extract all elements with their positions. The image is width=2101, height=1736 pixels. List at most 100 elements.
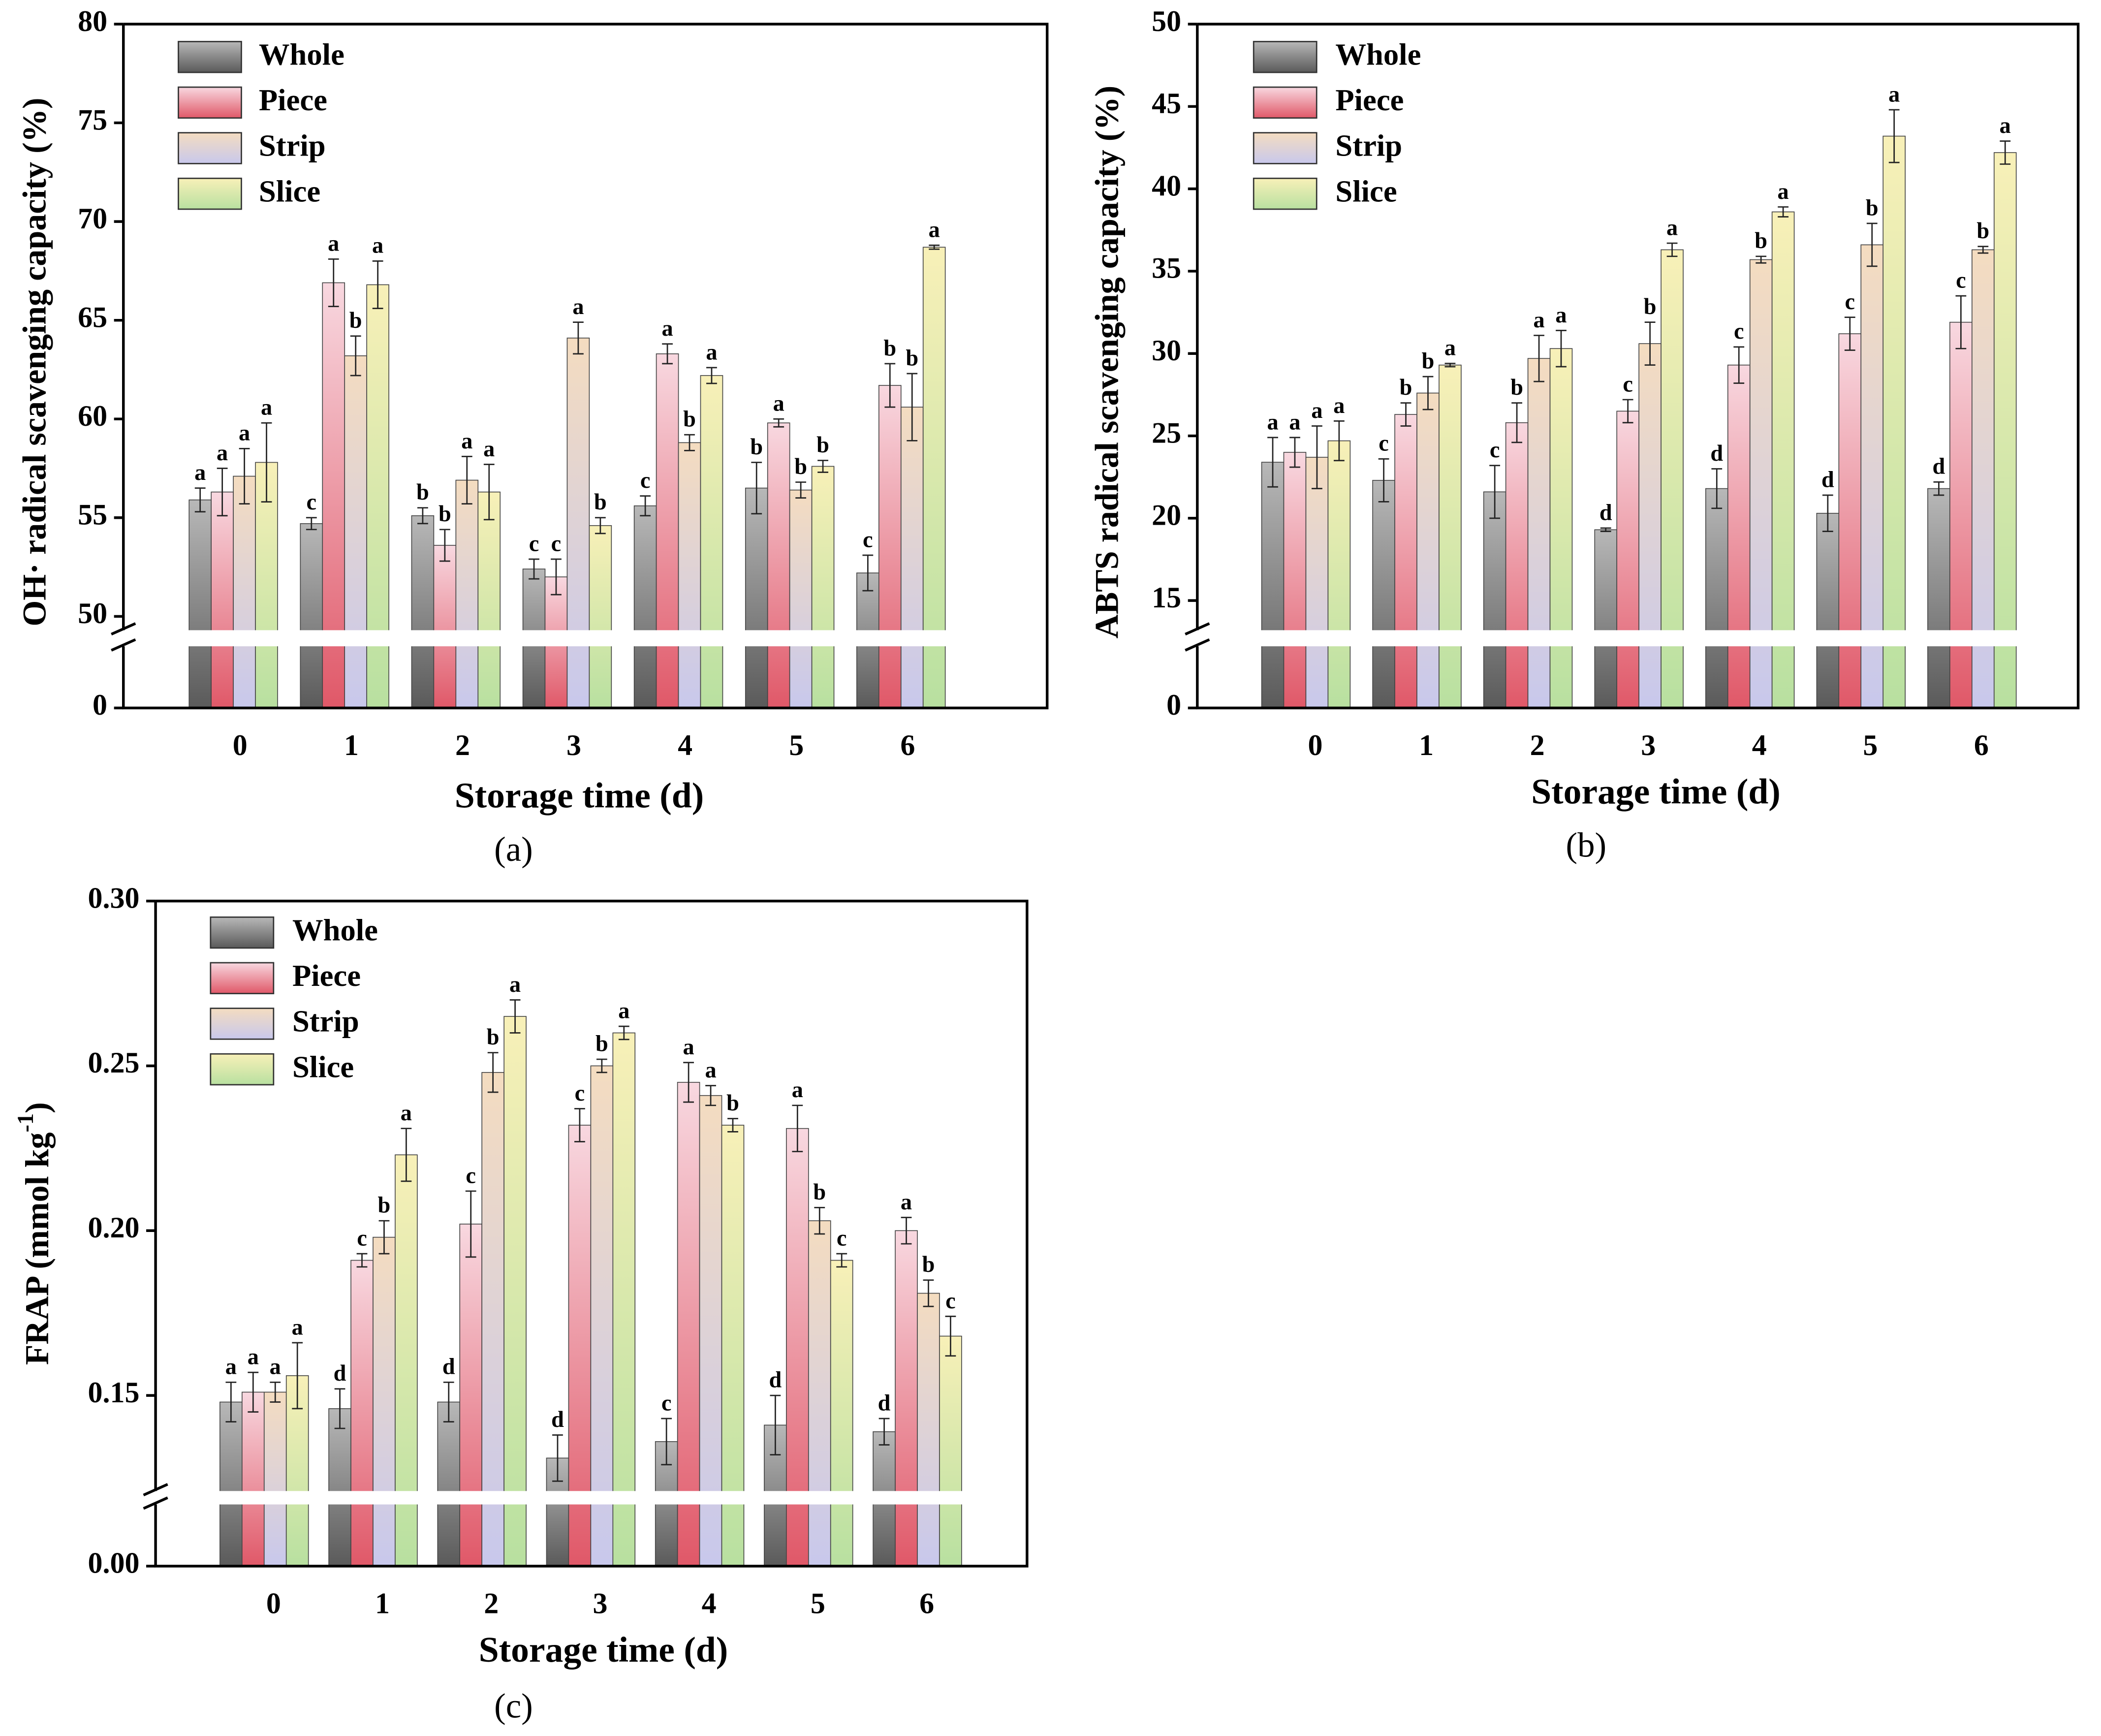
- significance-letter: a: [248, 1345, 259, 1370]
- plot-frame: [122, 23, 1049, 710]
- error-bar: [225, 1381, 237, 1423]
- plot-frame: [154, 899, 1029, 1568]
- significance-letter: a: [661, 316, 673, 341]
- y-tick-label: 70: [78, 202, 107, 235]
- y-tick-label: 80: [78, 5, 107, 37]
- significance-letter: b: [813, 1180, 826, 1205]
- y-axis-label-part: ): [18, 1102, 55, 1113]
- bar: [459, 1224, 482, 1567]
- error-bar: [574, 1108, 585, 1142]
- significance-letter: a: [270, 1355, 281, 1380]
- bar: [411, 515, 435, 709]
- x-tick-label: 5: [1863, 729, 1878, 761]
- significance-letter: a: [483, 437, 495, 462]
- legend-swatch: [178, 177, 242, 210]
- bar: [1483, 491, 1506, 709]
- x-tick-label: 0: [266, 1587, 281, 1619]
- bar: [1949, 321, 1973, 709]
- bar: [477, 491, 501, 709]
- y-tick-label: 60: [78, 400, 107, 432]
- legend-label: Strip: [259, 128, 326, 163]
- error-bar: [1333, 420, 1345, 462]
- bar: [433, 545, 457, 709]
- axis-break-mark: [143, 1483, 168, 1510]
- significance-letter: a: [1311, 398, 1322, 423]
- error-bar: [1888, 109, 1900, 163]
- x-tick-label: 3: [1641, 729, 1656, 761]
- error-bar: [1511, 402, 1523, 443]
- significance-letter: d: [878, 1390, 891, 1416]
- significance-letter: c: [357, 1226, 367, 1251]
- significance-letter: a: [2000, 113, 2011, 138]
- significance-letter: a: [1289, 410, 1300, 435]
- bar: [328, 1408, 351, 1567]
- error-bar: [1756, 255, 1767, 264]
- x-tick-label: 2: [455, 729, 470, 761]
- significance-letter: b: [378, 1193, 391, 1218]
- significance-letter: a: [1666, 215, 1678, 240]
- error-bar: [378, 1220, 390, 1255]
- significance-letter: c: [529, 531, 539, 556]
- bar: [1927, 488, 1950, 709]
- error-bar: [292, 1342, 303, 1410]
- legend-swatch: [210, 916, 275, 949]
- legend-label: Whole: [259, 37, 345, 72]
- error-bar: [239, 448, 250, 505]
- error-bar: [372, 260, 383, 309]
- y-tick-label: 30: [1152, 334, 1181, 367]
- error-bar: [1312, 425, 1322, 489]
- significance-letter: b: [439, 502, 451, 527]
- significance-letter: a: [1533, 308, 1544, 333]
- y-axis-label: ABTS radical scavenging capacity (%): [1088, 86, 1125, 639]
- x-tick-label: 2: [1530, 729, 1545, 761]
- y-tick-label: 50: [1152, 5, 1181, 37]
- significance-letter: a: [261, 395, 272, 420]
- significance-letter: a: [509, 972, 521, 997]
- error-bar: [596, 1058, 607, 1073]
- bar: [1327, 440, 1351, 709]
- y-tick-label: 75: [78, 103, 107, 136]
- error-bar: [439, 529, 450, 562]
- significance-letter: b: [416, 480, 429, 505]
- bar: [656, 353, 679, 709]
- x-tick-label: 3: [566, 729, 581, 761]
- significance-letter: b: [906, 346, 918, 371]
- error-bar: [1822, 494, 1833, 532]
- x-axis-label: Storage time (d): [455, 775, 704, 815]
- error-bar: [618, 1025, 629, 1041]
- significance-letter: c: [837, 1226, 847, 1251]
- legend-label: Piece: [292, 958, 361, 993]
- bar: [1727, 364, 1751, 709]
- error-bar: [1422, 376, 1434, 410]
- legend-label: Whole: [292, 913, 378, 947]
- y-tick-label: 40: [1152, 169, 1181, 202]
- significance-letter: b: [683, 407, 696, 432]
- y-tick-label: 45: [1152, 87, 1181, 120]
- bar: [589, 525, 612, 709]
- significance-letter: c: [575, 1081, 585, 1106]
- significance-letter: a: [929, 218, 940, 243]
- x-tick-label: 6: [919, 1587, 934, 1619]
- error-bar: [483, 464, 495, 521]
- bar: [300, 523, 323, 709]
- axis-break-gap: [110, 630, 1046, 647]
- bar: [917, 1293, 940, 1567]
- error-bar: [217, 468, 228, 517]
- axis-break-gap: [1184, 630, 2077, 647]
- significance-letter: b: [726, 1091, 739, 1116]
- error-bar: [401, 1128, 412, 1182]
- error-bar: [878, 1418, 890, 1446]
- error-bar: [662, 343, 673, 365]
- error-bar: [1534, 335, 1544, 382]
- x-tick-label: 0: [1308, 729, 1323, 761]
- significance-letter: c: [1734, 319, 1744, 344]
- legend-label: Slice: [292, 1049, 354, 1084]
- error-bar: [194, 487, 206, 513]
- significance-letter: a: [239, 421, 250, 446]
- significance-letter: b: [1755, 228, 1767, 253]
- bar: [1705, 488, 1728, 709]
- error-bar: [884, 363, 896, 408]
- error-bar: [706, 367, 717, 384]
- significance-letter: b: [1976, 219, 1989, 244]
- error-bar: [1977, 246, 1989, 254]
